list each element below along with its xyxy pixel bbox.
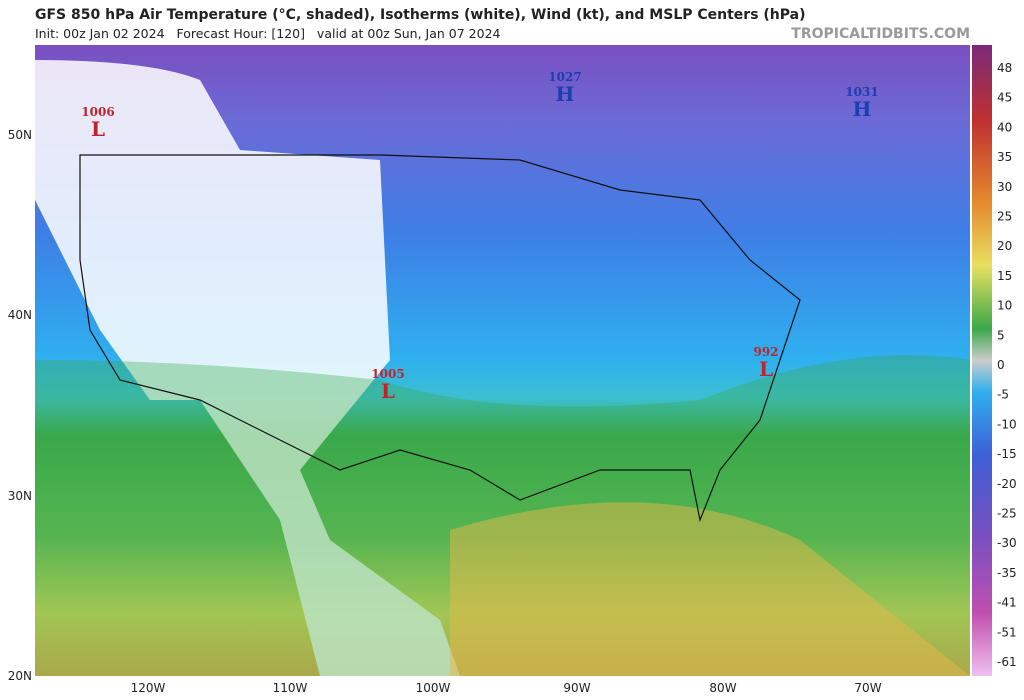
pressure-letter: L (759, 357, 773, 381)
latitude-label: 30N (8, 489, 32, 503)
colorbar-label: 20 (997, 239, 1012, 253)
longitude-label: 120W (131, 681, 166, 695)
pressure-value: 1027 (548, 70, 581, 84)
pressure-letter: L (91, 117, 105, 141)
colorbar-label: 5 (997, 328, 1005, 342)
colorbar-label: 45 (997, 91, 1012, 105)
pressure-letter: H (853, 97, 872, 121)
colorbar (972, 45, 992, 676)
missing-terrain-area (35, 60, 460, 676)
subtitle: Init: 00z Jan 02 2024 Forecast Hour: [12… (35, 26, 501, 41)
pressure-letter: L (381, 379, 395, 403)
longitude-label: 70W (854, 681, 881, 695)
colorbar-label: -5 (997, 388, 1009, 402)
pressure-value: 1031 (845, 85, 878, 99)
pressure-value: 1006 (81, 105, 114, 119)
country-outline (79, 154, 801, 523)
longitude-label: 90W (563, 681, 590, 695)
longitude-label: 110W (273, 681, 308, 695)
latitude-label: 20N (8, 669, 32, 683)
colorbar-label: -15 (997, 447, 1017, 461)
colorbar-label: 10 (997, 299, 1012, 313)
colorbar-label: 0 (997, 358, 1005, 372)
colorbar-label: -35 (997, 566, 1017, 580)
pressure-letter: H (556, 82, 575, 106)
pressure-value: 1005 (371, 367, 404, 381)
colorbar-label: 15 (997, 269, 1012, 283)
colorbar-label: -20 (997, 477, 1017, 491)
colorbar-label: -61 (997, 655, 1017, 669)
title: GFS 850 hPa Air Temperature (°C, shaded)… (35, 7, 806, 23)
colorbar-label: 48 (997, 61, 1012, 75)
longitude-label: 100W (416, 681, 451, 695)
warm-air-core (450, 502, 970, 676)
colorbar-label: 30 (997, 180, 1012, 194)
latitude-label: 40N (8, 308, 32, 322)
brand: TROPICALTIDBITS.COM (791, 26, 970, 42)
colorbar-label: 25 (997, 210, 1012, 224)
longitude-label: 80W (709, 681, 736, 695)
colorbar-label: -51 (997, 625, 1017, 639)
colorbar-label: 40 (997, 120, 1012, 134)
colorbar-label: -30 (997, 536, 1017, 550)
colorbar-label: -25 (997, 507, 1017, 521)
latitude-label: 50N (8, 128, 32, 142)
colorbar-label: -41 (997, 596, 1017, 610)
colorbar-label: 35 (997, 150, 1012, 164)
colorbar-label: -10 (997, 417, 1017, 431)
pressure-value: 992 (753, 345, 778, 359)
